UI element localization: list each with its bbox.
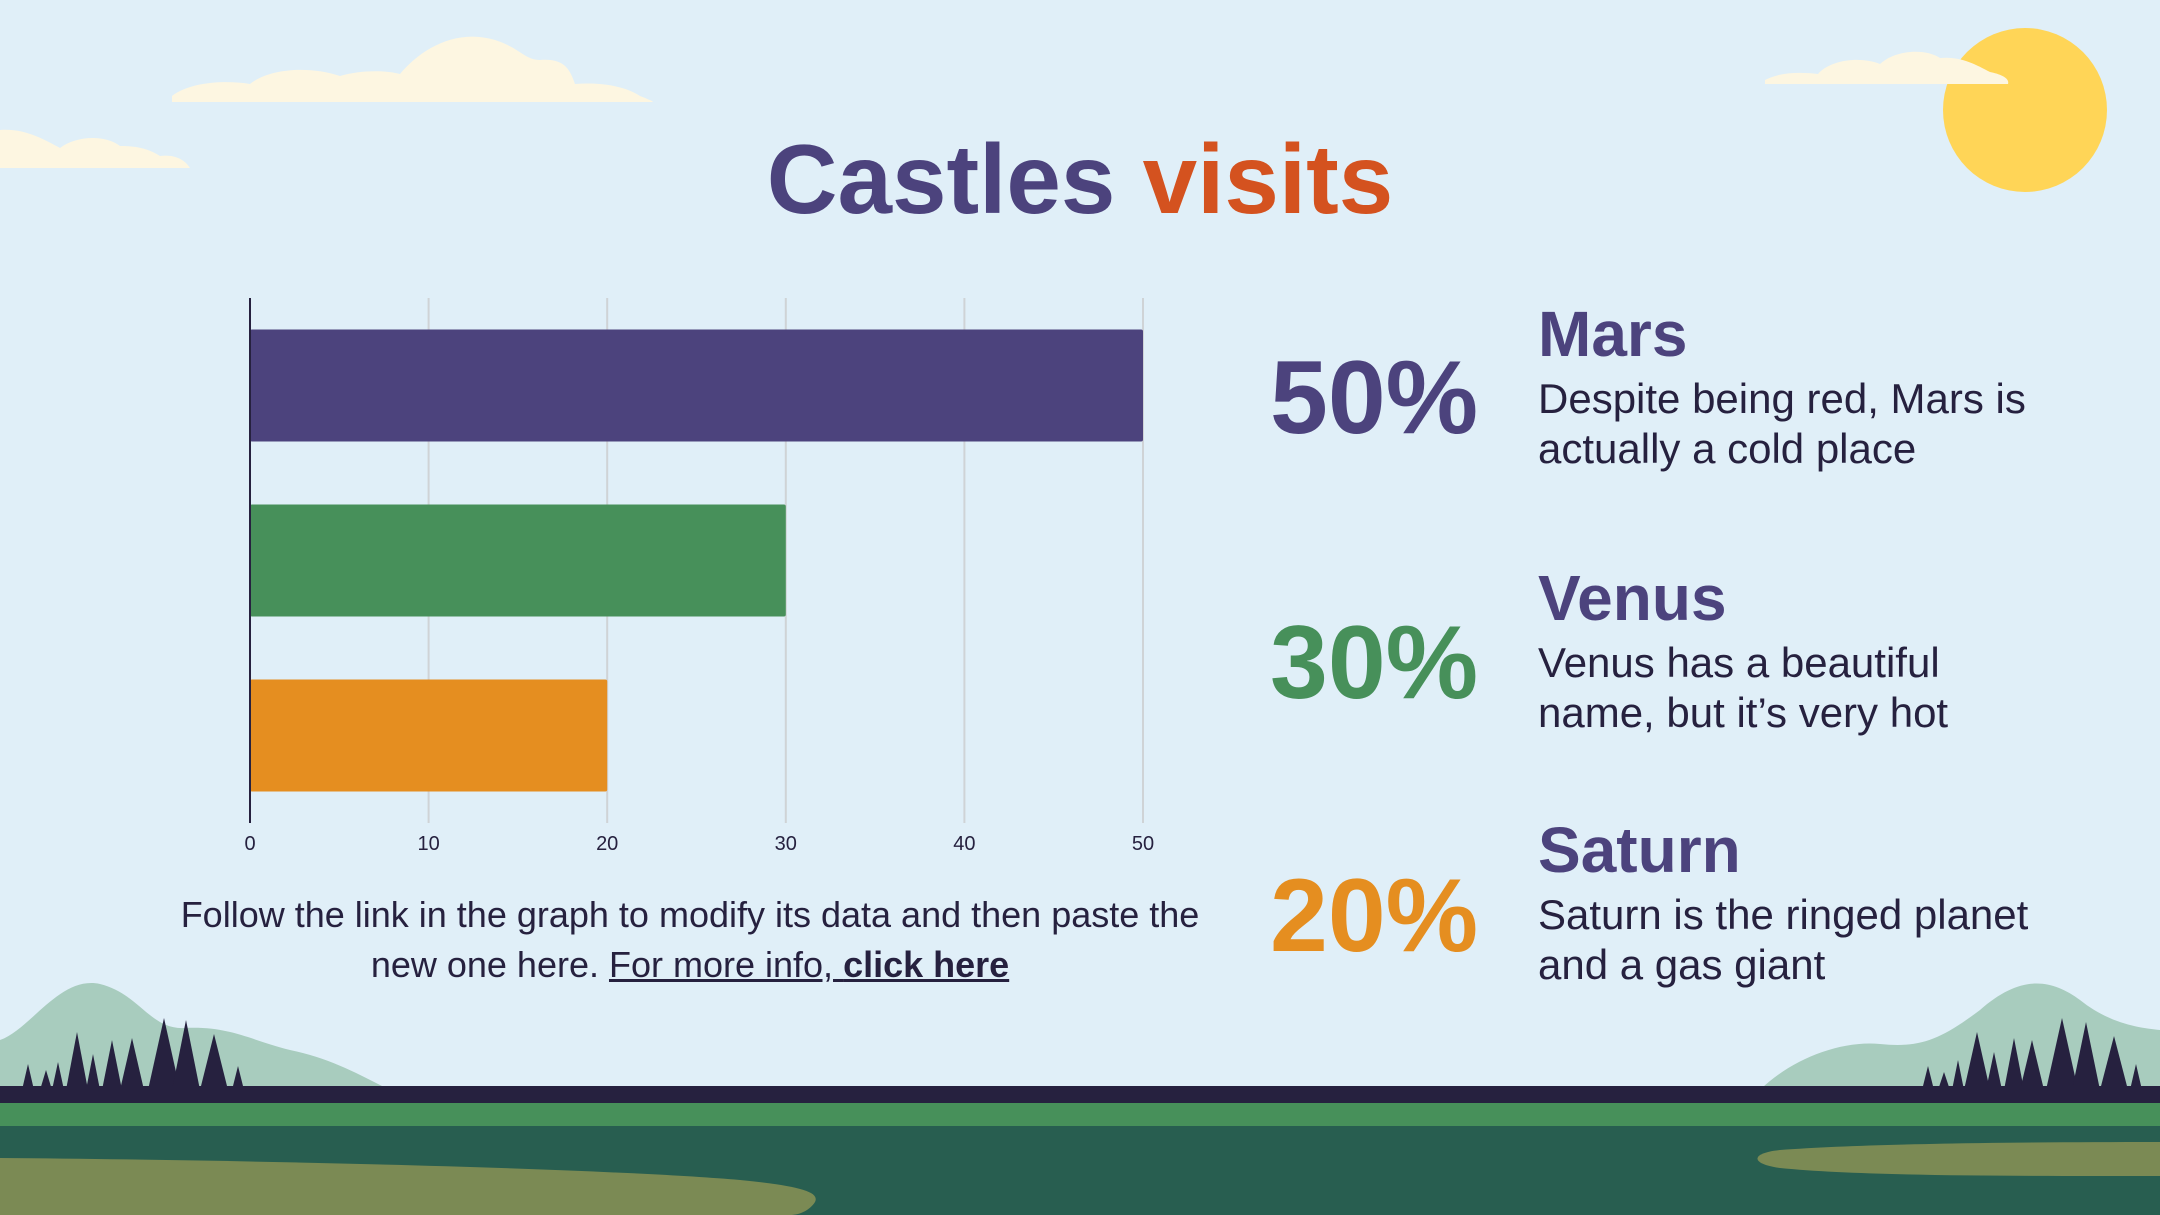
cloud-icon xyxy=(172,36,653,102)
caption-text: Follow the link in the graph to modify i… xyxy=(180,894,1200,985)
stat-percent: 50% xyxy=(1270,340,1479,456)
stat-name: Saturn xyxy=(1538,814,1741,886)
stat-percent: 30% xyxy=(1270,605,1479,721)
cloud-icon xyxy=(1765,51,2009,84)
cloud-icon xyxy=(0,129,190,168)
more-info-link[interactable]: For more info, click here xyxy=(609,944,1009,985)
hill-left xyxy=(0,983,390,1090)
page-title: Castles visits xyxy=(0,130,2160,228)
title-word-castles: Castles xyxy=(766,124,1116,234)
link-prefix: For more info, xyxy=(608,944,844,985)
stat-description: Despite being red, Mars is actually a co… xyxy=(1538,375,2026,472)
bar-mars[interactable] xyxy=(250,329,1143,442)
stat-description: Venus has a beautiful name, but it’s ver… xyxy=(1538,639,1949,736)
field-right xyxy=(1757,1142,2160,1176)
field-left xyxy=(0,1158,816,1215)
bar-venus[interactable] xyxy=(250,504,786,617)
x-tick-label: 10 xyxy=(417,833,439,855)
bar-chart[interactable]: 0 10 20 30 40 50 xyxy=(200,290,1190,860)
chart-caption: Follow the link in the graph to modify i… xyxy=(150,890,1230,990)
trees-left xyxy=(22,1018,244,1090)
stat-description: Saturn is the ringed planet and a gas gi… xyxy=(1538,891,2029,988)
click-here-link[interactable]: click here xyxy=(843,944,1010,985)
stat-name: Mars xyxy=(1538,298,1688,370)
x-tick-label: 50 xyxy=(1132,833,1154,855)
x-tick-label: 40 xyxy=(953,833,975,855)
stat-name: Venus xyxy=(1538,562,1727,634)
trees-right xyxy=(1922,1018,2142,1090)
x-tick-label: 30 xyxy=(775,833,797,855)
stat-percent: 20% xyxy=(1270,858,1479,974)
title-word-visits: visits xyxy=(1142,124,1394,234)
x-tick-label: 0 xyxy=(244,833,255,855)
x-tick-label: 20 xyxy=(596,833,618,855)
ground-dark-strip xyxy=(0,1086,2160,1104)
bar-saturn[interactable] xyxy=(250,679,608,792)
ground-green-strip xyxy=(0,1103,2160,1127)
